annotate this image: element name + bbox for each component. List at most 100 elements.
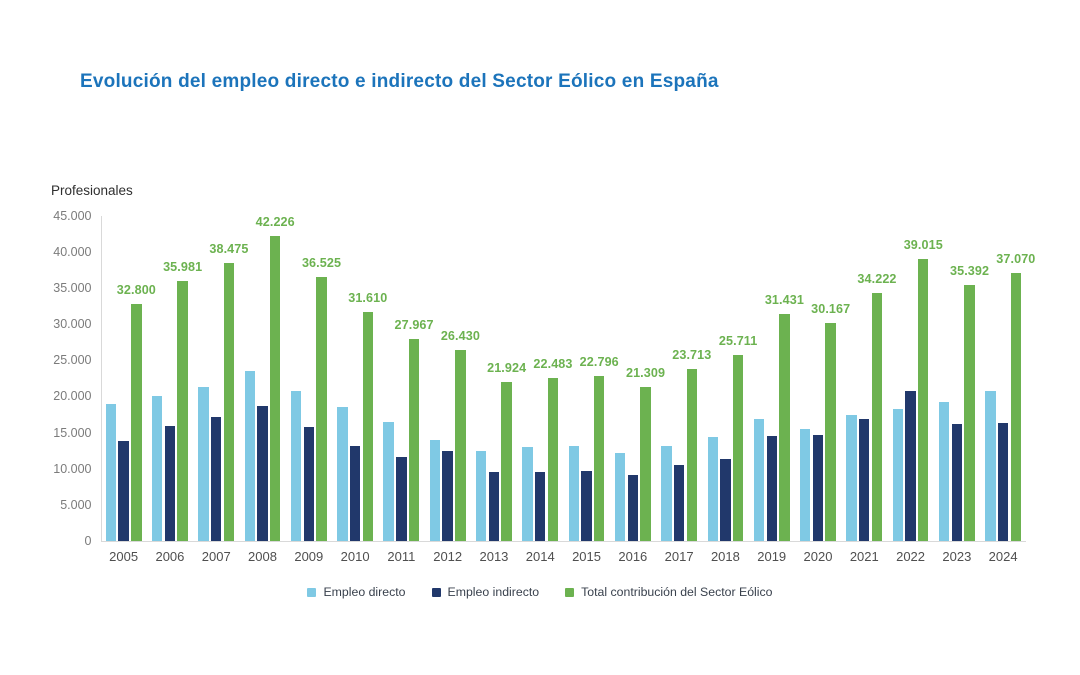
legend-label: Empleo directo xyxy=(323,585,406,599)
bar-2018-empleo-directo xyxy=(707,436,718,542)
bar-2006-empleo-directo xyxy=(152,395,163,542)
bar-2008-empleo-directo xyxy=(244,371,255,542)
total-value-label: 26.430 xyxy=(440,328,480,343)
y-axis-title: Profesionales xyxy=(51,183,133,198)
bar-2024-total-contribuci-n-del-sector-e-lico xyxy=(1010,272,1022,542)
total-value-label: 21.924 xyxy=(487,361,527,376)
bar-2024-empleo-indirecto xyxy=(997,422,1009,542)
total-value-label: 36.525 xyxy=(301,255,342,270)
bar-2022-empleo-directo xyxy=(892,408,904,542)
y-tick-label: 5.000 xyxy=(60,497,92,512)
y-tick-label: 45.000 xyxy=(53,208,92,223)
bar-2024-empleo-directo xyxy=(985,391,996,542)
bar-2018-total-contribuci-n-del-sector-e-lico xyxy=(732,355,744,542)
bar-2014-total-contribuci-n-del-sector-e-lico xyxy=(547,378,559,542)
bar-2016-empleo-indirecto xyxy=(627,475,639,542)
bar-2017-total-contribuci-n-del-sector-e-lico xyxy=(686,369,698,542)
bar-2020-empleo-indirecto xyxy=(812,434,824,542)
x-tick-label: 2022 xyxy=(896,549,926,564)
bar-2012-empleo-directo xyxy=(429,439,441,542)
total-value-label: 39.015 xyxy=(903,237,943,252)
bar-2013-empleo-indirecto xyxy=(488,472,500,542)
x-tick-label: 2015 xyxy=(572,549,601,564)
x-tick-label: 2020 xyxy=(803,549,833,564)
legend-item-total-contribuci-n-del-sector-e-lico: Total contribución del Sector Eólico xyxy=(565,585,773,599)
bar-2023-empleo-indirecto xyxy=(951,423,963,542)
legend-label: Empleo indirecto xyxy=(447,585,540,599)
x-tick-label: 2012 xyxy=(433,549,463,564)
bar-2015-empleo-indirecto xyxy=(581,470,592,542)
legend-item-empleo-directo: Empleo directo xyxy=(307,585,406,599)
bar-2014-empleo-indirecto xyxy=(535,472,546,542)
x-tick-label: 2023 xyxy=(942,549,972,564)
x-tick-label: 2007 xyxy=(201,549,231,564)
total-value-label: 34.222 xyxy=(857,272,897,287)
total-value-label: 42.226 xyxy=(255,214,295,229)
bar-2023-total-contribuci-n-del-sector-e-lico xyxy=(964,284,975,542)
x-tick-label: 2009 xyxy=(294,549,324,564)
x-tick-label: 2011 xyxy=(387,549,416,564)
y-tick-label: 40.000 xyxy=(53,244,92,259)
bar-2007-empleo-directo xyxy=(198,386,209,542)
bar-2014-empleo-directo xyxy=(522,446,533,542)
x-tick-label: 2005 xyxy=(109,549,139,564)
bar-2023-empleo-directo xyxy=(938,402,950,542)
bar-2010-empleo-indirecto xyxy=(349,446,361,542)
total-value-label: 37.070 xyxy=(996,251,1036,266)
bar-2020-empleo-directo xyxy=(800,428,811,542)
x-tick-label: 2021 xyxy=(849,549,879,564)
bar-2022-total-contribuci-n-del-sector-e-lico xyxy=(918,258,929,542)
bar-2011-empleo-directo xyxy=(383,422,394,542)
bar-2019-total-contribuci-n-del-sector-e-lico xyxy=(779,313,790,542)
bar-2020-total-contribuci-n-del-sector-e-lico xyxy=(825,322,836,542)
bar-2009-empleo-directo xyxy=(290,391,302,542)
bar-2016-empleo-directo xyxy=(614,452,626,542)
total-value-label: 27.967 xyxy=(394,317,434,332)
total-value-label: 23.713 xyxy=(672,348,712,363)
bar-2019-empleo-indirecto xyxy=(766,435,777,542)
x-tick-label: 2006 xyxy=(155,549,185,564)
bar-2010-total-contribuci-n-del-sector-e-lico xyxy=(362,312,373,542)
y-tick-label: 15.000 xyxy=(53,425,92,440)
y-tick-label: 10.000 xyxy=(53,461,92,476)
bar-2009-empleo-indirecto xyxy=(303,426,314,542)
total-value-label: 25.711 xyxy=(718,334,758,349)
x-axis-line xyxy=(100,541,1027,542)
bar-2017-empleo-indirecto xyxy=(673,464,685,542)
bar-2007-total-contribuci-n-del-sector-e-lico xyxy=(223,262,235,542)
bar-2018-empleo-indirecto xyxy=(720,459,731,542)
bar-2007-empleo-indirecto xyxy=(211,416,222,542)
bar-2021-total-contribuci-n-del-sector-e-lico xyxy=(871,293,883,542)
total-value-label: 35.981 xyxy=(163,259,203,274)
bar-2008-empleo-indirecto xyxy=(257,405,268,542)
bar-2006-empleo-indirecto xyxy=(164,426,176,542)
bar-2005-total-contribuci-n-del-sector-e-lico xyxy=(131,303,142,542)
total-value-label: 38.475 xyxy=(209,241,249,256)
bar-2010-empleo-directo xyxy=(337,407,348,542)
legend-marker xyxy=(307,587,317,597)
x-tick-label: 2013 xyxy=(479,549,509,564)
x-tick-label: 2014 xyxy=(525,549,555,564)
x-tick-label: 2018 xyxy=(710,549,740,564)
legend-label: Total contribución del Sector Eólico xyxy=(581,585,773,599)
bar-2006-total-contribuci-n-del-sector-e-lico xyxy=(177,280,188,542)
bar-2005-empleo-indirecto xyxy=(118,441,129,542)
x-tick-label: 2008 xyxy=(248,549,277,564)
total-value-label: 31.610 xyxy=(348,291,388,306)
total-value-label: 31.431 xyxy=(764,292,804,307)
bar-2012-total-contribuci-n-del-sector-e-lico xyxy=(455,349,466,542)
y-tick-label: 30.000 xyxy=(53,317,92,331)
total-value-label: 35.392 xyxy=(950,263,990,278)
legend-marker xyxy=(565,587,575,597)
bar-2011-empleo-indirecto xyxy=(396,457,407,542)
bar-2021-empleo-directo xyxy=(846,415,857,542)
y-axis-line xyxy=(100,215,102,542)
bar-2009-total-contribuci-n-del-sector-e-lico xyxy=(316,276,327,542)
total-value-label: 22.796 xyxy=(579,355,619,370)
bar-2015-empleo-directo xyxy=(568,446,580,542)
x-tick-label: 2019 xyxy=(757,549,787,564)
bar-2019-empleo-directo xyxy=(753,418,765,542)
y-tick-label: 25.000 xyxy=(53,353,92,368)
